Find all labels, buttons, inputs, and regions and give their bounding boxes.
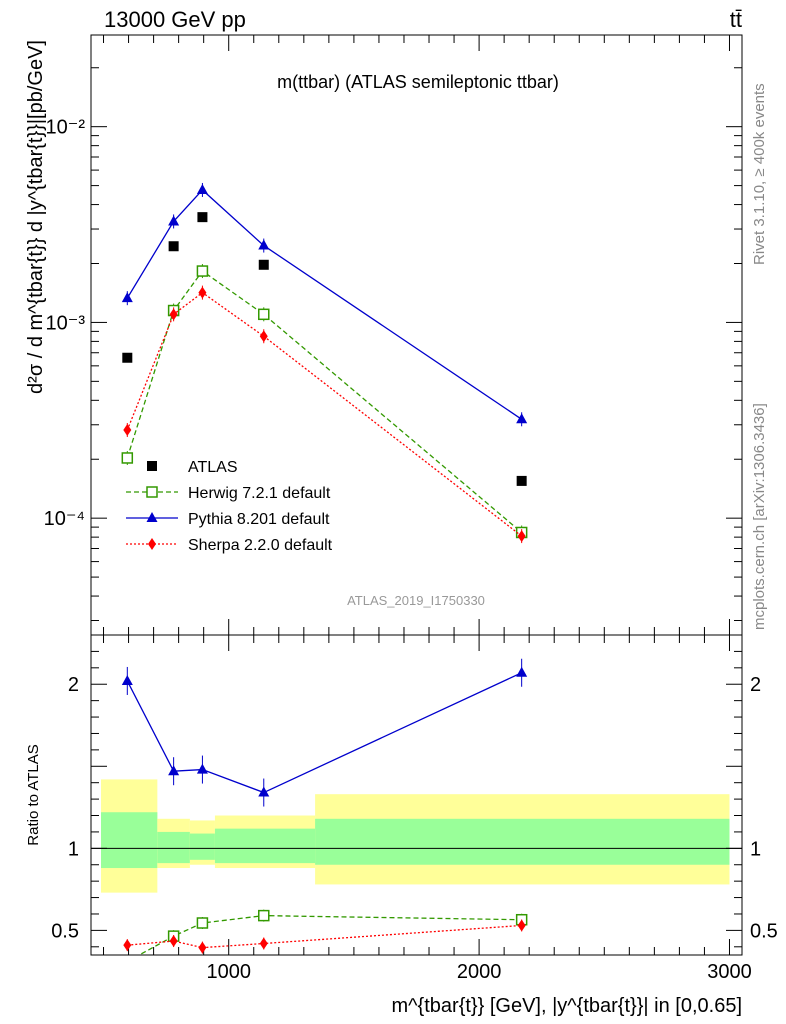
header-energy: 13000 GeV pp [104,7,246,32]
legend-marker [146,512,158,522]
data-point [198,286,207,299]
ratio-frame [90,634,743,956]
series-sherpa [123,285,526,544]
data-point [121,292,133,303]
stat-uncertainty-band [189,833,215,860]
watermark: ATLAS_2019_I1750330 [347,593,485,608]
ratio-series-sherpa [123,919,526,954]
ratio-series-pythia [121,658,528,807]
ratio-point [196,917,209,929]
x-tick-label: 3000 [707,961,752,983]
legend-marker [146,486,158,498]
ratio-panel: 0.5 0.5 1 1 2 2 1000 2000 3000 Ratio to ATLAS m^… [25,634,778,1017]
data-point [259,330,268,343]
ratio-point [121,674,133,685]
ratio-series [121,658,528,967]
ratio-y-tick-label: 1 [750,838,761,860]
main-series [121,182,528,544]
ratio-point [517,919,526,932]
stat-uncertainty-band [157,831,190,864]
ratio-y-axis-label: Ratio to ATLAS [25,744,42,845]
data-point [516,413,528,424]
data-point [196,183,208,194]
legend-entry: Pythia 8.201 default [126,511,330,528]
legend-entry: Herwig 7.2.1 default [126,485,331,502]
legend-marker [147,461,157,471]
ratio-point [169,935,178,948]
mcplots-label: mcplots.cern.ch [arXiv:1306.3436] [751,403,768,630]
legend-label: ATLAS [188,459,238,476]
data-point [121,452,134,464]
data-point [169,308,178,321]
ratio-series-herwig [122,909,528,967]
x-tick-label: 2000 [457,961,502,983]
main-y-axis-label: d²σ / d m^{tbar{t}} d |y^{tbar{t}}|[pb/G… [25,40,47,394]
data-point [258,239,270,250]
data-point [258,259,269,270]
ratio-y-tick-label: 0.5 [750,920,778,942]
y-tick-label: 10⁻³ [46,312,86,334]
y-tick-label: 10⁻⁴ [44,508,85,530]
ratio-point [123,939,132,952]
stat-uncertainty-band [315,818,730,865]
data-point [168,215,180,226]
main-ytick-labels: 10⁻² 10⁻³ 10⁻⁴ [44,117,86,530]
ratio-point [259,937,268,950]
legend: ATLAS Herwig 7.2.1 default Pythia 8.201 de… [126,459,333,554]
x-axis-label: m^{tbar{t}} [GeV], |y^{tbar{t}}| in [0,0… [392,995,743,1017]
ratio-point [196,763,208,774]
header-process: tt̄ [730,7,742,32]
data-point [196,265,209,277]
ratio-y-tick-label: 0.5 [51,920,79,942]
ratio-y-tick-label: 2 [750,674,761,696]
rivet-label: Rivet 3.1.10, ≥ 400k events [751,83,768,265]
legend-label: Pythia 8.201 default [188,511,330,528]
stat-uncertainty-band [101,812,158,869]
series-pythia [121,182,528,427]
legend-label: Sherpa 2.2.0 default [188,537,333,554]
ratio-point [258,786,270,797]
x-tick-label: 1000 [206,961,251,983]
ratio-uncertainty-bands [101,779,730,893]
ratio-series-line [126,672,522,794]
data-point [123,424,132,437]
legend-entry: ATLAS [147,459,238,476]
ratio-point [258,909,270,922]
ratio-y-tick-label: 1 [68,838,79,860]
legend-marker [148,538,156,550]
series-atlas [122,212,527,486]
data-point [258,308,270,321]
ratio-series-line [127,924,522,949]
ratio-y-tick-label: 2 [68,674,79,696]
data-point [197,212,208,223]
data-point [122,352,133,363]
ratio-point [198,941,207,954]
ratio-axis-ticks [91,635,742,955]
legend-label: Herwig 7.2.1 default [188,485,331,502]
ratio-tick-labels: 0.5 0.5 1 1 2 2 1000 2000 3000 [51,674,778,983]
main-panel: m(ttbar) (ATLAS semileptonic ttbar) ATLA… [25,34,743,636]
main-title: m(ttbar) (ATLAS semileptonic ttbar) [277,72,559,92]
data-point [516,475,527,486]
y-tick-label: 10⁻² [46,117,86,139]
legend-entry: Sherpa 2.2.0 default [126,537,333,554]
ratio-point [122,957,132,967]
data-point [517,530,526,543]
data-point [168,241,179,252]
ratio-point [168,765,180,776]
main-axis-ticks [91,35,742,635]
stat-uncertainty-band [214,828,316,864]
ratio-point [516,666,528,677]
